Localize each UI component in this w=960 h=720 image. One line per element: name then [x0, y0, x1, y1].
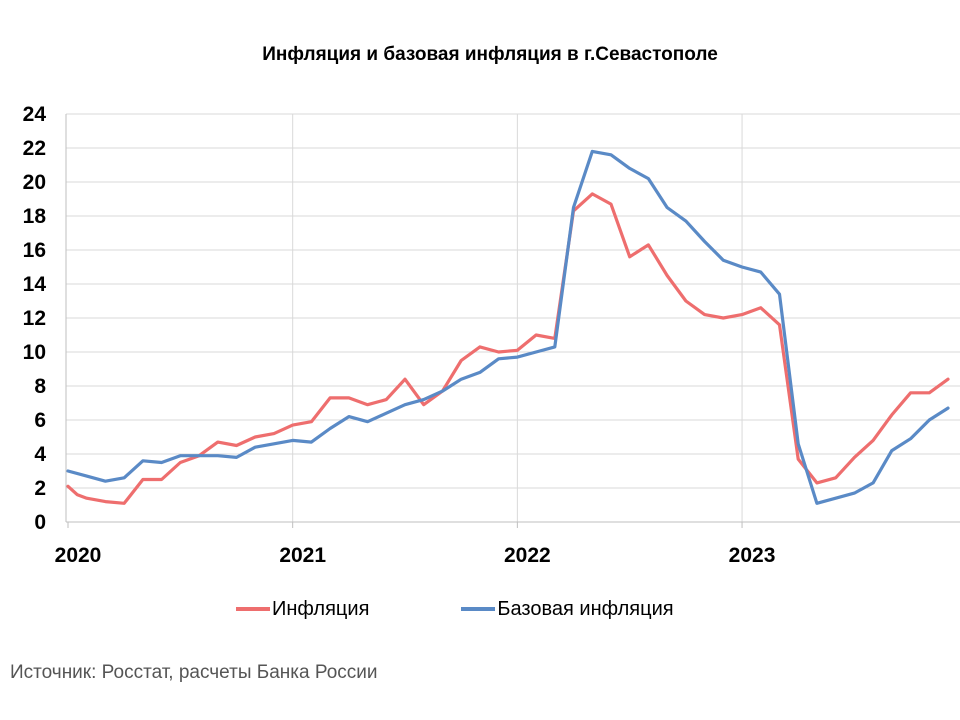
legend-label-core-inflation: Базовая инфляция [497, 597, 674, 620]
legend-item-inflation: Инфляция [236, 598, 369, 621]
y-tick-label: 16 [23, 239, 46, 262]
y-tick-label: 10 [23, 341, 46, 364]
y-tick-label: 2 [34, 477, 46, 500]
legend: Инфляция Базовая инфляция [236, 596, 674, 622]
x-tick-label: 2020 [55, 544, 102, 567]
x-tick-label: 2023 [729, 544, 776, 567]
gridlines [66, 113, 960, 522]
y-tick-label: 8 [34, 375, 46, 398]
legend-swatch-core-inflation [461, 607, 496, 611]
series-line-core-inflation [66, 149, 950, 505]
y-tick-label: 24 [23, 103, 47, 126]
x-tick-label: 2021 [279, 544, 326, 567]
y-tick-label: 18 [23, 205, 47, 228]
y-tick-label: 6 [34, 409, 46, 432]
y-tick-label: 4 [34, 443, 46, 466]
x-tick-label: 2022 [504, 544, 551, 567]
chart-title: Инфляция и базовая инфляция в г.Севастоп… [262, 44, 718, 65]
series-lines [66, 149, 950, 505]
y-tick-label: 0 [34, 511, 46, 534]
source-note: Источник: Росстат, расчеты Банка России [10, 662, 378, 683]
y-tick-label: 20 [23, 171, 46, 194]
y-tick-label: 22 [23, 137, 46, 160]
x-axis: 2020 2021 2022 2023 [55, 521, 960, 567]
legend-item-core-inflation: Базовая инфляция [461, 597, 674, 621]
y-tick-label: 14 [23, 273, 47, 296]
legend-label-inflation: Инфляция [272, 597, 370, 620]
legend-swatch-inflation [236, 607, 270, 611]
y-tick-label: 12 [23, 307, 46, 330]
